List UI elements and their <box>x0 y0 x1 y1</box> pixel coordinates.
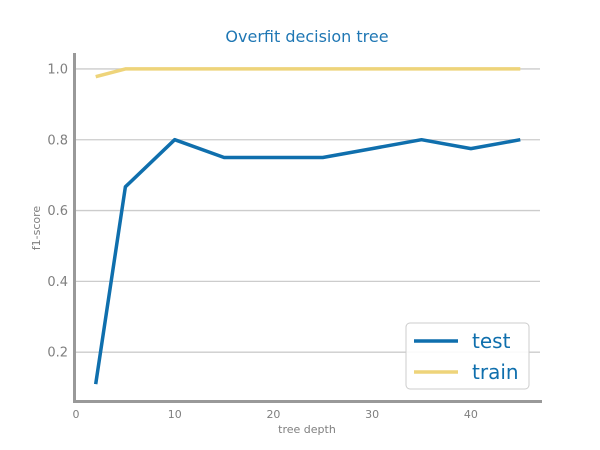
x-tick-label: 10 <box>168 408 182 421</box>
x-tick-label: 30 <box>365 408 379 421</box>
y-tick-label: 0.8 <box>47 133 68 148</box>
series-lines <box>93 67 521 385</box>
y-tick-label: 0.4 <box>47 275 68 290</box>
y-tick-label: 0.6 <box>47 204 68 219</box>
x-tick-label: 20 <box>266 408 280 421</box>
series-line-train <box>95 67 521 79</box>
x-tick-label: 40 <box>464 408 478 421</box>
series-line-test <box>93 137 521 385</box>
y-axis-label: f1-score <box>30 206 43 251</box>
legend-label-test: test <box>472 329 511 353</box>
x-tick-label: 0 <box>73 408 80 421</box>
y-tick-label: 1.0 <box>47 62 68 77</box>
legend: test train <box>405 322 530 390</box>
grid-lines <box>76 68 540 353</box>
chart-title: Overfit decision tree <box>225 27 388 46</box>
y-tick-labels: 0.2 0.4 0.6 0.8 1.0 <box>47 62 68 360</box>
legend-label-train: train <box>472 360 519 384</box>
x-tick-labels: 0 10 20 30 40 <box>73 408 478 421</box>
y-tick-label: 0.2 <box>47 346 68 361</box>
x-axis-label: tree depth <box>278 423 336 436</box>
